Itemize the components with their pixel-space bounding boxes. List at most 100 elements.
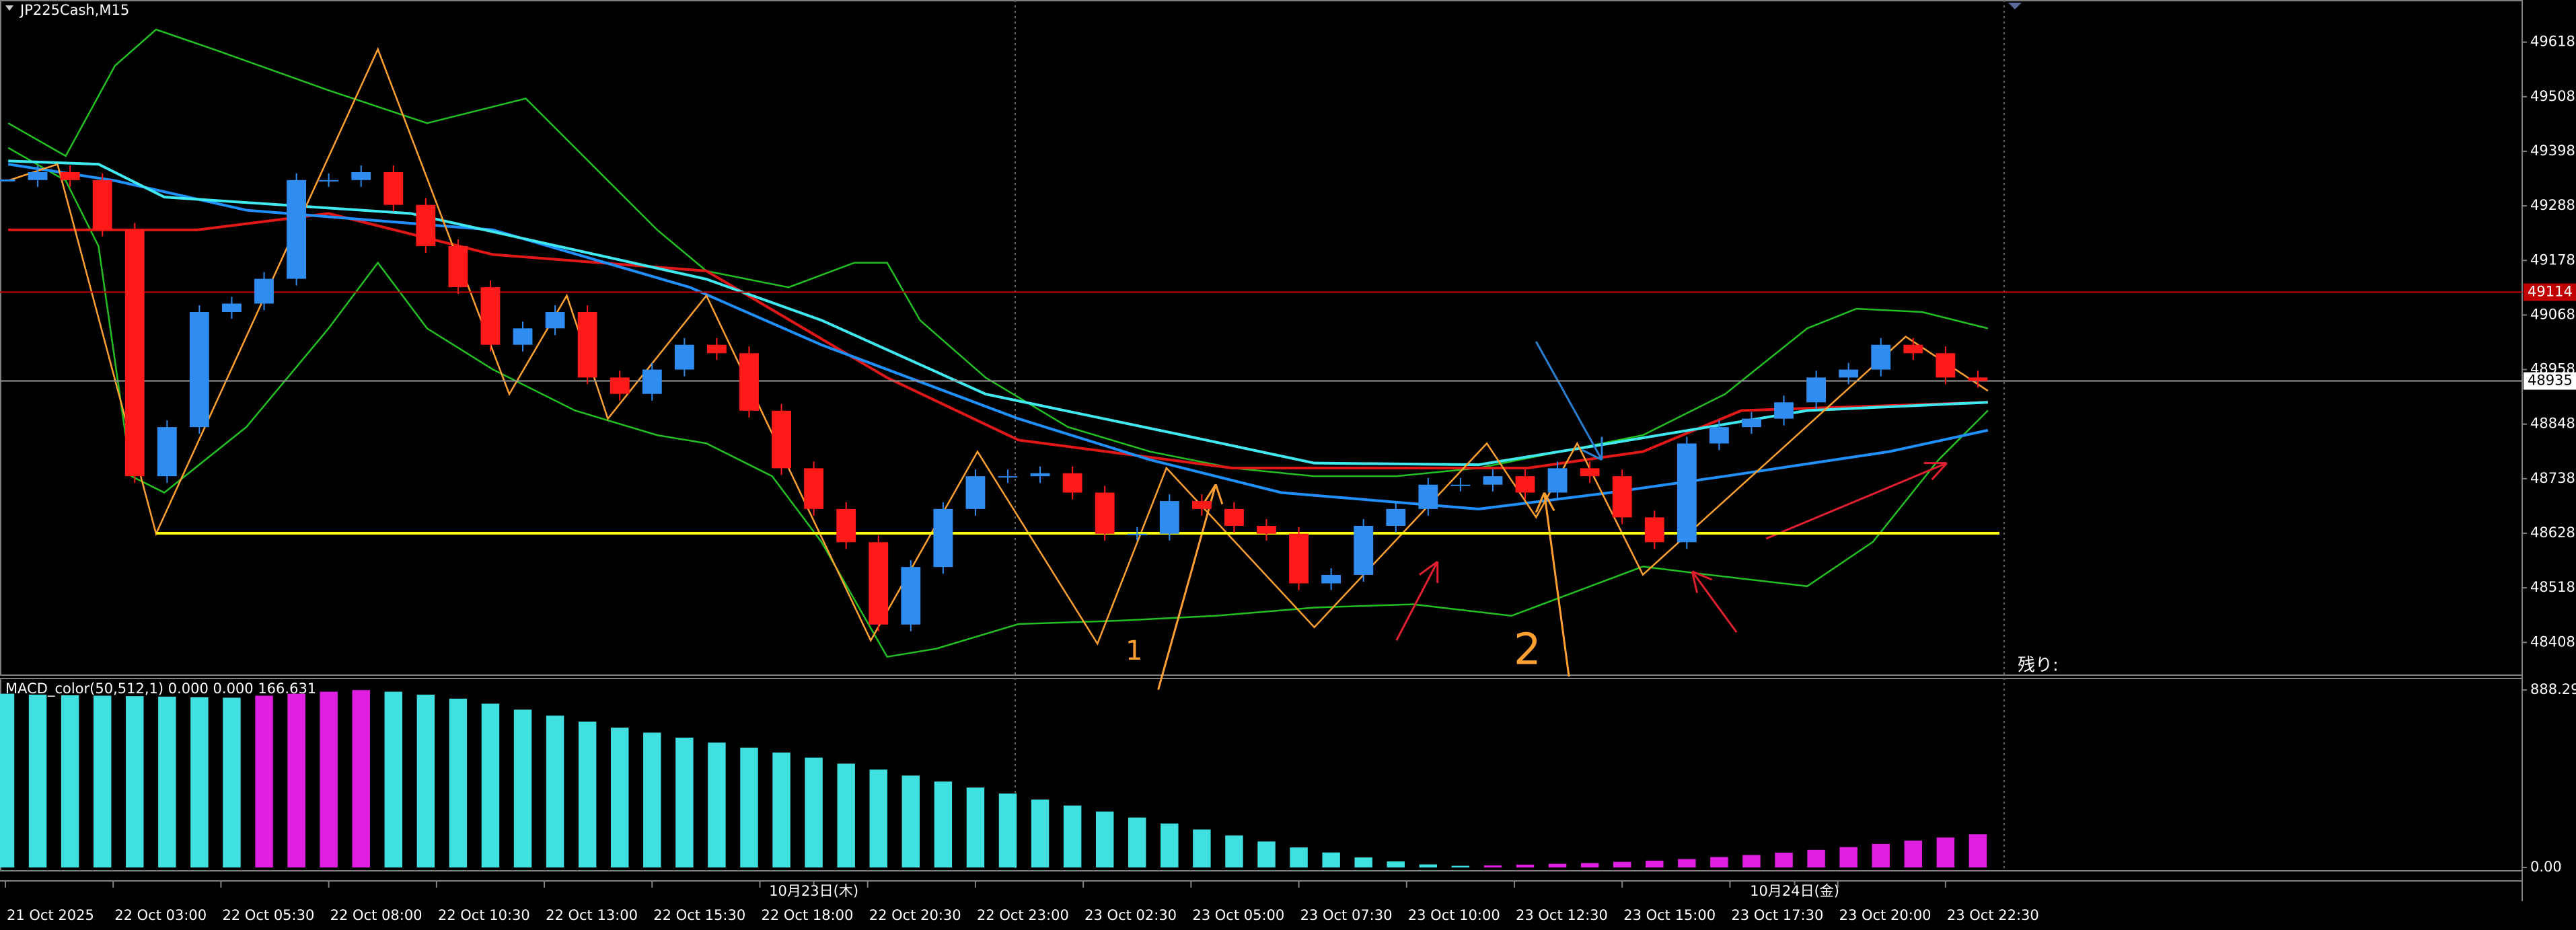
x-tick-label: 23 Oct 22:30 [1947, 907, 2039, 923]
macd-bar [1678, 859, 1696, 867]
orange-arrow [1536, 493, 1569, 677]
candle [901, 567, 921, 625]
candle [1871, 344, 1891, 370]
macd-title: MACD_color(50,512,1) 0.000 0.000 166.631 [5, 681, 316, 697]
x-tick-label: 23 Oct 15:00 [1623, 907, 1716, 923]
x-tick-label: 22 Oct 10:30 [438, 907, 530, 923]
macd-bar [643, 732, 661, 867]
macd-bar [1290, 847, 1308, 867]
blue-arrow [1536, 342, 1602, 460]
y-tick-label: 49508 [2530, 88, 2575, 104]
candle [1191, 501, 1212, 509]
red-arrow [1397, 561, 1438, 640]
macd-bar [223, 697, 241, 867]
candle [1806, 377, 1827, 403]
candle [836, 508, 856, 543]
x-tick-label: 23 Oct 10:00 [1408, 907, 1500, 923]
macd-bar [1387, 861, 1405, 867]
x-tick-label: 23 Oct 02:30 [1084, 907, 1177, 923]
x-tick-label: 23 Oct 20:00 [1839, 907, 1931, 923]
candle [319, 180, 339, 182]
macd-bar [126, 696, 144, 867]
macd-bar [1193, 829, 1211, 867]
indicator-layer [8, 30, 1988, 690]
candle [28, 171, 48, 180]
candle [674, 344, 694, 370]
candle [1968, 377, 1988, 381]
bollinger-upper [8, 30, 1988, 476]
candle [1936, 353, 1956, 378]
candle [1547, 468, 1568, 493]
price-level-label: 49114 [2528, 284, 2573, 300]
chart-title: JP225Cash,M15 [19, 2, 129, 18]
macd-bar [0, 693, 15, 867]
macd-bar [578, 722, 597, 867]
macd-bar [772, 752, 790, 867]
y-tick-label: 49288 [2530, 197, 2575, 213]
annotation-1: 1 [1126, 635, 1142, 666]
macd-bar [1872, 843, 1890, 867]
candle [1483, 476, 1503, 485]
candle [60, 171, 80, 180]
macd-bar [449, 698, 468, 867]
y-tick-label: 48738 [2530, 470, 2575, 486]
macd-bar [934, 781, 953, 867]
x-tick-label: 22 Oct 15:30 [653, 907, 745, 923]
macd-bar [869, 769, 887, 867]
candle [1030, 473, 1050, 477]
macd-bar [1904, 841, 1923, 867]
x-tick-label: 22 Oct 03:00 [114, 907, 207, 923]
x-tick-label: 22 Oct 18:00 [762, 907, 854, 923]
shift-marker [2008, 3, 2022, 9]
macd-bar [352, 690, 370, 867]
candle [707, 344, 727, 354]
candle [480, 287, 501, 345]
candle [222, 303, 242, 313]
annotation-arrows [1158, 342, 1947, 690]
candle [1742, 418, 1761, 428]
x-tick-label: 23 Oct 17:30 [1731, 907, 1823, 923]
y-tick-label: 49068 [2530, 306, 2575, 322]
macd-bar [158, 697, 176, 867]
macd-bar [1451, 865, 1470, 867]
macd-bar [901, 775, 920, 867]
x-tick-label: 22 Oct 13:00 [546, 907, 638, 923]
candles [0, 165, 1988, 631]
price-level-tag [2524, 283, 2576, 301]
macd-bar [1548, 863, 1567, 867]
y-tick-label: 48408 [2530, 633, 2575, 650]
macd-bar [93, 695, 112, 867]
macd-bar [1580, 863, 1599, 867]
candle [1450, 484, 1471, 486]
candle [1677, 443, 1697, 543]
macd-bar [1483, 865, 1502, 867]
y-tick-label: 0.00 [2530, 859, 2562, 875]
macd-bar [675, 737, 694, 867]
price-level-label: 48935 [2528, 373, 2573, 389]
y-tick-label: 888.292 [2530, 681, 2576, 697]
red-arrow [1692, 572, 1736, 632]
annotation-2: 2 [1514, 625, 1541, 675]
y-tick-label: 48848 [2530, 416, 2575, 432]
macd-bar [1063, 805, 1082, 867]
candle [1289, 533, 1309, 584]
candle [1418, 484, 1438, 509]
red-arrow [1766, 463, 1947, 539]
candle [0, 179, 15, 182]
macd-bar [998, 793, 1017, 867]
candle [1095, 492, 1115, 534]
candle [1644, 517, 1664, 543]
macd-bar [1775, 852, 1793, 867]
candle [804, 468, 824, 509]
candle [1612, 476, 1632, 518]
macd-bar [1839, 847, 1857, 867]
macd-bar [1936, 837, 1955, 867]
candle [1354, 525, 1374, 575]
candle [1257, 525, 1276, 534]
candle [287, 180, 307, 279]
candle [610, 377, 630, 394]
y-tick-label: 49178 [2530, 251, 2575, 268]
macd-bar [416, 695, 435, 867]
orange-arrow [1158, 484, 1222, 689]
